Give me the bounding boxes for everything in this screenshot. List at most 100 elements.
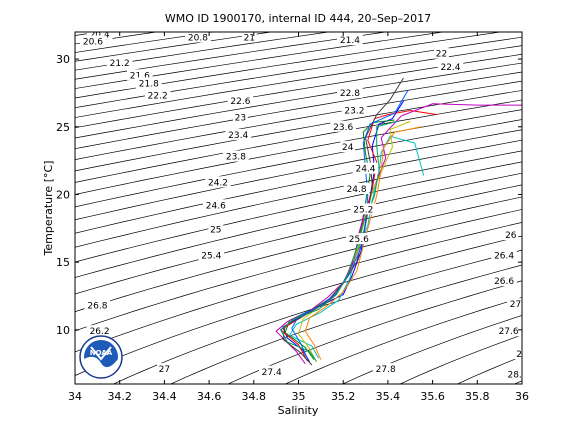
density-label: 26 [505,231,517,241]
y-tick-label: 30 [56,53,70,66]
isopycnal-line [75,71,522,150]
x-tick-label: 34 [68,390,82,403]
density-label-bg [106,57,133,69]
density-label: 24.6 [206,201,226,211]
density-label: 22.4 [440,63,460,73]
x-axis: 34 34.2 34.4 34.6 34.8 35 35.2 35.4 35.6 35.8 36 [68,32,529,403]
noaa-logo-wave [84,356,118,376]
isopycnal-line [75,129,522,221]
profile-line [297,120,411,363]
density-label: 24 [342,143,354,153]
density-label-bg [337,86,363,98]
isopycnal-line [75,184,522,295]
x-tick-label: 35.6 [420,390,445,403]
density-label-bg [337,34,363,46]
y-tick-label: 25 [56,121,70,134]
profile-line [304,126,422,360]
density-label: 27.4 [262,368,282,378]
isopycnal-line [75,32,503,99]
density-label: 24.4 [355,165,375,175]
density-label: 23.6 [333,123,353,133]
density-label: 23.8 [226,153,246,163]
density-label-bg [157,363,172,375]
density-label: 26.2 [90,327,110,337]
density-label: 25.2 [353,205,373,215]
density-label-bg [223,150,249,162]
isopycnal-line [227,280,522,384]
density-label-bg [495,325,522,337]
noaa-logo-text: NOAA [90,349,113,357]
density-label-bg [491,275,517,287]
density-label-bg [343,183,370,194]
density-label-bg [437,61,464,73]
density-label-bg [84,299,111,311]
density-label: 22 [436,50,447,60]
density-label-bg [330,120,356,132]
isopycnal-line [75,196,522,313]
x-tick-label: 35.2 [331,390,356,403]
density-label: 21.8 [139,79,159,89]
y-axis: 10 15 20 25 30 [56,53,522,337]
x-tick-label: 35 [292,390,306,403]
isopycnal-line [75,62,522,139]
density-label: 21.4 [340,36,360,46]
x-tick-label: 36 [515,390,529,403]
density-label: 21.6 [130,71,150,81]
noaa-logo-bird [90,346,112,361]
density-label: 27.2 [510,300,530,310]
isopycnal-line [75,53,522,129]
density-label: 24.8 [347,185,367,195]
isopycnal-line [75,139,522,234]
density-label-bg [208,223,224,235]
density-label-bg [241,32,257,43]
x-tick-label: 34.8 [242,390,267,403]
density-label-bg [144,89,171,101]
density-label: 23.4 [228,131,248,141]
density-label-bg [127,69,153,81]
chart-title: WMO ID 1900170, internal ID 444, 20–Sep–… [165,12,431,25]
density-label-bg [198,249,225,261]
isopycnal-line [544,19,576,398]
isopycnal-line [0,19,79,398]
density-label-bg [203,199,229,211]
y-tick-label: 15 [56,256,70,269]
density-labels: 20.420.620.82121.221.421.621.82222.222.4… [80,32,530,381]
density-label: 23.2 [344,107,364,117]
density-label-bg [136,77,162,89]
y-tick-label: 20 [56,188,70,201]
density-label-bg [185,32,211,43]
density-label: 20.6 [83,38,103,48]
density-label-bg [346,233,372,245]
density-label-bg [504,368,522,380]
isopycnal-line [0,19,21,398]
density-label-bg [205,176,231,188]
density-label: 24.2 [208,178,228,188]
y-tick-label: 10 [56,324,70,337]
density-label: 20.8 [188,33,208,43]
density-label: 28 [516,350,528,360]
density-label-bg [86,325,113,337]
density-label: 27.8 [376,365,396,375]
density-label: 22.6 [230,97,250,107]
density-label: 27.6 [499,327,519,337]
density-label-bg [514,348,522,360]
isopycnal-line [75,45,522,118]
isopycnal-line [75,32,446,89]
profile-line [279,120,397,362]
density-label-bg [233,111,248,123]
density-label-bg [258,365,285,377]
isopycnal-line [170,264,522,384]
density-label-bg [503,229,519,241]
profile-line [291,89,409,359]
isopycnal-line [75,235,522,376]
density-label: 23 [235,113,246,123]
isopycnal-line [342,315,522,384]
density-label-bg [434,47,449,59]
density-label-bg [341,104,368,116]
density-label-bg [227,95,254,106]
density-label: 22.8 [340,89,360,99]
density-label: 21.2 [110,59,130,69]
density-label: 27 [159,365,170,375]
